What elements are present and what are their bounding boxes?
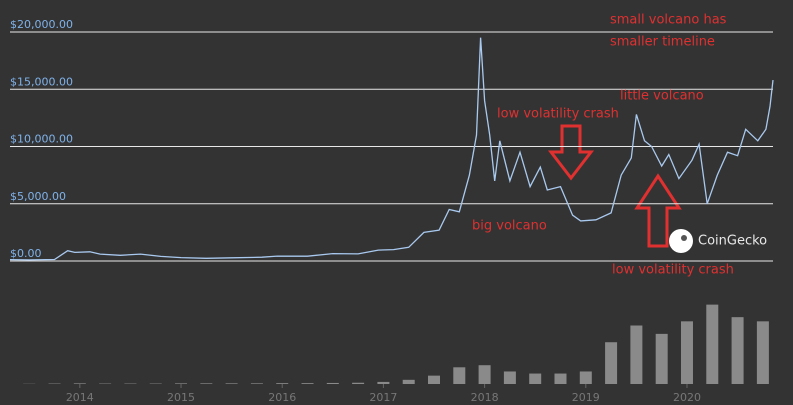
volume-bar — [73, 383, 86, 384]
annotation: big volcano — [472, 219, 547, 234]
volume-bar — [554, 373, 567, 384]
volume-bar — [402, 379, 415, 384]
volume-bar — [478, 365, 491, 384]
volume-bar — [655, 333, 668, 384]
volume-bar — [326, 382, 339, 384]
logo-eye — [681, 235, 687, 241]
volume-bar — [428, 375, 441, 384]
up-arrow — [634, 173, 682, 248]
x-tick-label: 2015 — [167, 391, 195, 404]
x-tick-label: 2016 — [268, 391, 296, 404]
volume-bar — [175, 383, 188, 384]
volume-bar — [503, 371, 516, 384]
volume-bar — [225, 383, 238, 384]
y-tick-label: $5,000.00 — [10, 190, 66, 203]
y-tick-label: $10,000.00 — [10, 133, 73, 146]
volume-bar — [756, 321, 769, 384]
volume-bar — [579, 371, 592, 384]
volume-bar — [250, 383, 263, 384]
y-tick-label: $20,000.00 — [10, 18, 73, 31]
x-tick-label: 2014 — [66, 391, 94, 404]
watermark: CoinGecko — [698, 234, 767, 249]
price-line — [9, 37, 774, 261]
volume-bar — [630, 325, 643, 384]
x-tick-label: 2018 — [471, 391, 499, 404]
volume-bar — [680, 321, 693, 384]
volume-bar — [301, 383, 314, 384]
volume-bar — [200, 383, 213, 384]
volume-bar — [276, 383, 289, 384]
y-tick-label: $0.00 — [10, 247, 42, 260]
volume-bar — [605, 342, 618, 384]
annotation: low volatility crash — [612, 263, 734, 278]
annotation: little volcano — [620, 89, 704, 104]
volume-bar — [352, 382, 365, 384]
annotation: smaller timeline — [610, 35, 715, 50]
y-tick-label: $15,000.00 — [10, 75, 73, 88]
volume-bar — [706, 304, 719, 384]
volume-bar — [529, 373, 542, 384]
logo — [669, 229, 693, 253]
volume-bar — [731, 317, 744, 384]
annotation: small volcano has — [610, 13, 727, 28]
x-tick-label: 2020 — [673, 391, 701, 404]
annotation: low volatility crash — [497, 107, 619, 122]
down-arrow — [547, 124, 595, 181]
x-tick-label: 2019 — [572, 391, 600, 404]
volume-bar — [377, 381, 390, 384]
volume-bar — [453, 367, 466, 384]
x-tick-label: 2017 — [369, 391, 397, 404]
